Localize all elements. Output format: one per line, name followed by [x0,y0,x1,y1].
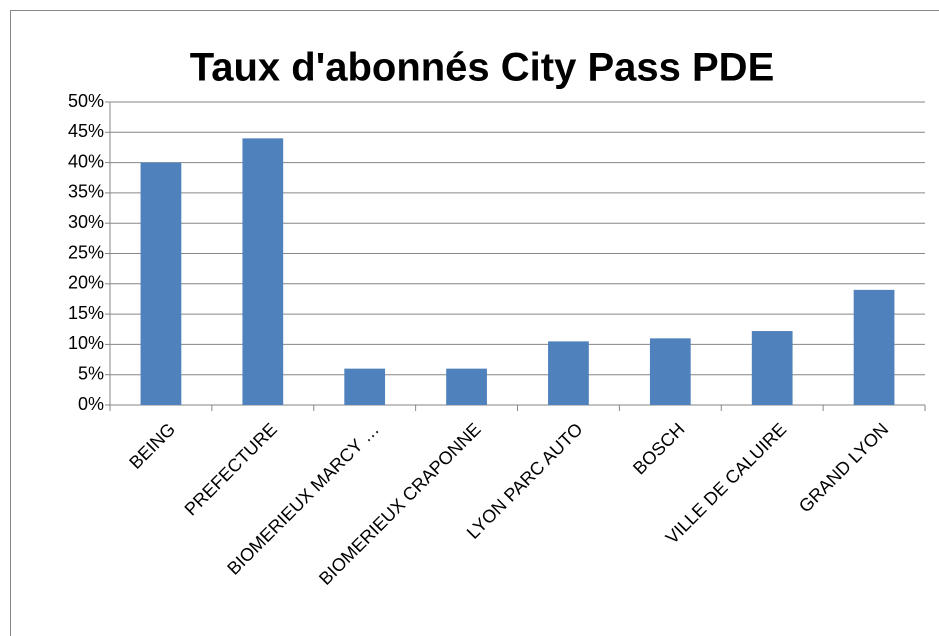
bar [140,162,182,405]
y-tick-label: 10% [68,333,104,353]
y-tick-label: 45% [68,121,104,141]
chart-title: Taux d'abonnés City Pass PDE [190,46,775,90]
y-tick-label: 30% [68,212,104,232]
y-tick-label: 40% [68,151,104,171]
y-tick-label: 0% [78,394,104,414]
bar [242,138,284,406]
bar [853,289,895,405]
y-tick-label: 15% [68,303,104,323]
y-tick-label: 35% [68,182,104,202]
bar [548,341,589,405]
bar [344,368,386,405]
bar [649,338,691,405]
y-tick-label: 5% [78,363,104,383]
y-tick-label: 20% [68,273,104,293]
y-tick-label: 50% [68,91,104,111]
bar [751,331,793,405]
bar [446,368,487,405]
y-tick-label: 25% [68,242,104,262]
